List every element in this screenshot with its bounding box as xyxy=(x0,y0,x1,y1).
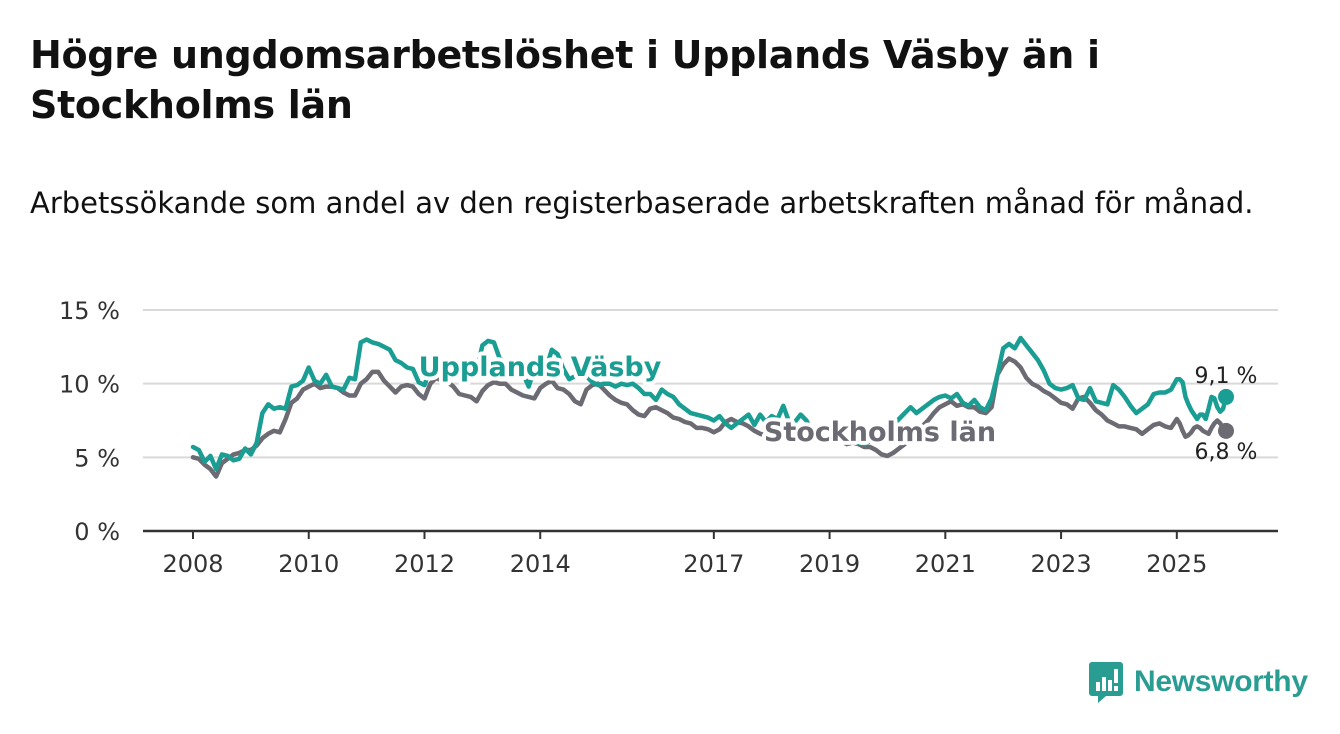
end-value-label: 9,1 % xyxy=(1195,364,1258,389)
newsworthy-logo: Newsworthy xyxy=(1088,660,1308,704)
series-label-stockholms-lan: Stockholms län xyxy=(764,417,996,448)
series-line-stockholms-lan xyxy=(190,356,1229,479)
end-point-marker xyxy=(1218,422,1234,439)
newsworthy-logo-icon xyxy=(1089,662,1123,703)
x-tick-label: 2012 xyxy=(394,550,455,578)
x-tick-label: 2017 xyxy=(683,550,744,578)
end-value-label: 6,8 % xyxy=(1195,440,1258,465)
x-tick-label: 2014 xyxy=(510,550,571,578)
y-tick-label: 15 % xyxy=(59,297,120,325)
series-line-upplands-vasby xyxy=(190,335,1229,472)
y-tick-label: 0 % xyxy=(74,518,120,546)
series-label-upplands-vasby: Upplands Väsby xyxy=(419,352,662,383)
end-point-marker xyxy=(1218,388,1234,405)
y-tick-label: 10 % xyxy=(59,371,120,399)
x-tick-label: 2021 xyxy=(915,550,976,578)
chart-title: Högre ungdomsarbetslöshet i Upplands Väs… xyxy=(30,33,1100,127)
line-chart: 0 % 5 % 10 % 15 % 2008 2010 2012 2014 2017 2019 20… xyxy=(59,297,1278,578)
x-tick-label: 2008 xyxy=(162,550,223,578)
x-tick-label: 2019 xyxy=(799,550,860,578)
brand-name: Newsworthy xyxy=(1134,665,1308,698)
x-tick-label: 2025 xyxy=(1146,550,1207,578)
chart-subtitle: Arbetssökande som andel av den registerb… xyxy=(30,186,1254,220)
x-tick-label: 2010 xyxy=(278,550,339,578)
x-tick-label: 2023 xyxy=(1031,550,1092,578)
y-tick-label: 5 % xyxy=(74,444,120,472)
